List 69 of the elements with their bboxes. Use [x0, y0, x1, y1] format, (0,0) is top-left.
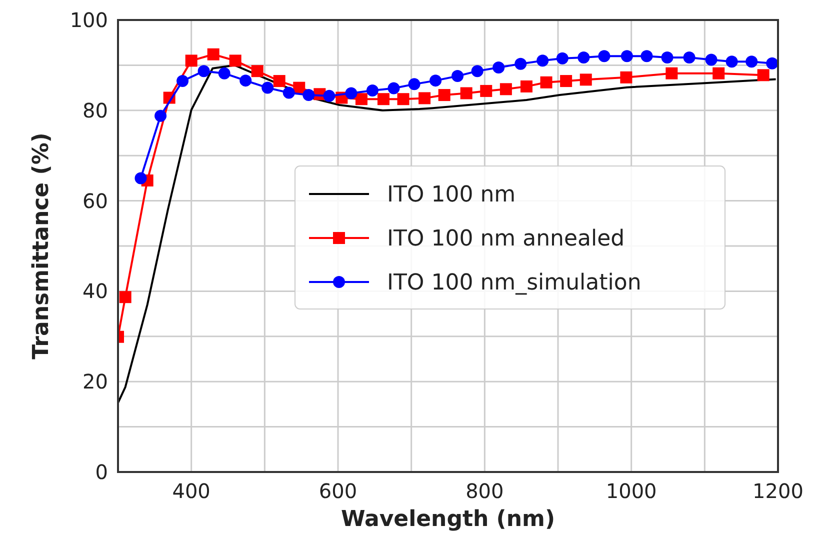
point [134, 172, 147, 184]
point [766, 57, 778, 70]
legend-label: ITO 100 nm annealed [387, 226, 625, 252]
point [520, 80, 532, 92]
point [580, 74, 592, 86]
point [471, 65, 484, 78]
point [683, 52, 696, 64]
point [705, 54, 718, 66]
point [302, 89, 315, 102]
point [366, 84, 378, 97]
point [452, 70, 464, 82]
point [154, 110, 167, 122]
y-tick-label: 40 [82, 279, 108, 304]
point [598, 50, 610, 62]
point [556, 52, 568, 64]
x-tick-label: 800 [466, 479, 504, 503]
point [500, 83, 512, 96]
point [480, 84, 492, 97]
y-tick-label: 20 [82, 370, 108, 394]
y-tick-label: 100 [70, 8, 108, 32]
point [218, 67, 230, 80]
point [666, 67, 678, 80]
x-tick-label: 600 [318, 479, 358, 503]
point [185, 54, 198, 67]
point [119, 291, 132, 304]
point [712, 67, 725, 80]
point [323, 90, 336, 102]
point [620, 50, 633, 62]
point [240, 74, 252, 87]
y-axis-title: Transmittance (%) [29, 132, 54, 360]
x-tick-label: 400 [172, 479, 210, 503]
point [438, 89, 450, 102]
point [757, 69, 770, 82]
point [229, 54, 242, 67]
point [251, 65, 264, 78]
point [377, 93, 390, 106]
x-tick-label: 1200 [752, 479, 804, 503]
point [282, 86, 295, 99]
point [198, 65, 210, 78]
point [540, 76, 552, 88]
point [661, 52, 674, 64]
y-tick-label: 60 [82, 188, 108, 213]
point [207, 48, 220, 60]
point [746, 56, 758, 68]
point [620, 71, 632, 84]
y-tick-label: 80 [82, 98, 108, 122]
point [388, 82, 400, 94]
point [262, 82, 274, 94]
x-tick-label: 1000 [606, 479, 657, 503]
legend-label: ITO 100 nm_simulation [387, 270, 642, 296]
x-axis-title: Wavelength (nm) [341, 507, 555, 532]
y-tick-label: 0 [95, 460, 108, 484]
point [273, 75, 286, 88]
point [492, 61, 505, 74]
point [640, 50, 653, 62]
point [345, 87, 358, 100]
point [408, 78, 420, 90]
point [418, 92, 431, 104]
point [176, 75, 189, 88]
point [397, 93, 410, 106]
point [578, 52, 590, 64]
point [536, 54, 549, 67]
point [514, 58, 527, 70]
legend-label: ITO 100 nm [387, 182, 516, 208]
point [355, 93, 368, 106]
point [560, 75, 572, 88]
point [726, 56, 738, 68]
point [460, 87, 472, 100]
point [430, 74, 442, 87]
